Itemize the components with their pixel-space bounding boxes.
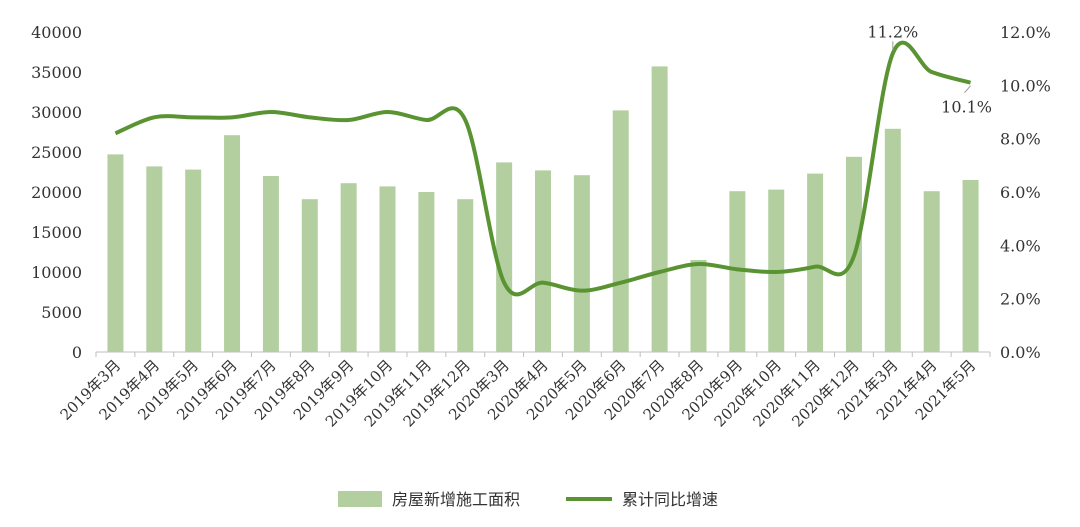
annotation-label: 10.1% [941, 98, 992, 117]
bar [418, 192, 435, 352]
bar [107, 154, 124, 352]
left-tick-label: 5000 [41, 303, 82, 322]
x-axis-labels: 2019年3月2019年4月2019年5月2019年6月2019年7月2019年… [57, 356, 980, 430]
right-axis-ticks: 0.0% 2.0% 4.0% 6.0% 8.0% 10.0% 12.0% [1000, 23, 1051, 362]
bar [612, 110, 629, 353]
bar [573, 175, 590, 352]
left-tick-label: 15000 [31, 223, 82, 242]
annotation-label: 11.2% [867, 22, 918, 41]
right-tick-label: 8.0% [1000, 130, 1041, 149]
bar [457, 199, 474, 352]
bar [535, 170, 551, 352]
bar [224, 135, 241, 352]
bar [729, 191, 746, 352]
left-tick-label: 20000 [31, 183, 82, 202]
right-tick-label: 2.0% [1000, 290, 1041, 309]
right-tick-label: 12.0% [1000, 23, 1051, 42]
bar [690, 260, 707, 352]
x-axis-tick-marks [95, 352, 991, 357]
bar [301, 199, 318, 352]
bar [651, 66, 668, 353]
annotations: 11.2% 10.1% [867, 22, 992, 116]
left-tick-label: 30000 [31, 103, 82, 122]
bar [496, 162, 513, 352]
right-tick-label: 6.0% [1000, 183, 1041, 202]
bar-series [107, 66, 979, 353]
bar [923, 191, 940, 352]
legend-line-label: 累计同比增速 [622, 490, 718, 509]
bar [340, 183, 357, 352]
bar [379, 186, 396, 352]
right-tick-label: 10.0% [1000, 76, 1051, 95]
bar [884, 128, 901, 352]
growth-line-series [114, 40, 972, 297]
bar [185, 169, 202, 352]
left-tick-label: 25000 [31, 143, 82, 162]
right-tick-label: 4.0% [1000, 236, 1041, 255]
bar [962, 180, 979, 352]
legend: 房屋新增施工面积 累计同比增速 [338, 490, 718, 509]
bar [146, 166, 163, 352]
legend-bar-label: 房屋新增施工面积 [392, 490, 520, 509]
left-tick-label: 0 [72, 343, 82, 362]
left-axis-ticks: 0 5000 10000 15000 20000 25000 30000 35000 40000 [31, 23, 82, 362]
bar [807, 173, 824, 352]
bar [262, 176, 279, 352]
legend-bar-swatch [338, 491, 382, 507]
left-tick-label: 35000 [31, 63, 82, 82]
left-tick-label: 10000 [31, 263, 82, 282]
right-tick-label: 0.0% [1000, 343, 1041, 362]
annotation-leader [964, 85, 971, 93]
left-tick-label: 40000 [31, 23, 82, 42]
